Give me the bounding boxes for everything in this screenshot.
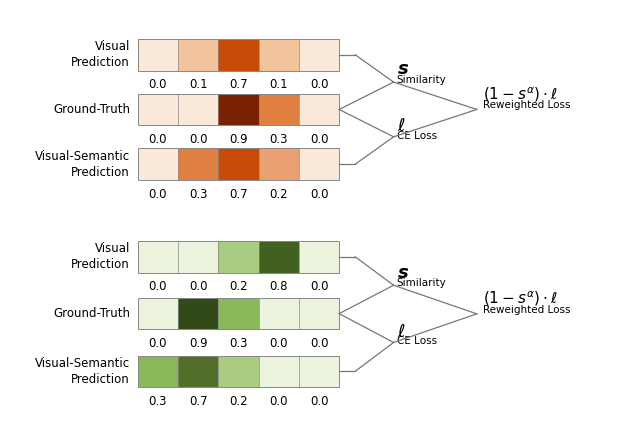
Bar (138, 241, 178, 273)
Text: Reweighted Loss: Reweighted Loss (483, 305, 571, 314)
Text: 0.7: 0.7 (229, 78, 248, 91)
Text: 0.0: 0.0 (269, 395, 288, 408)
Text: 0.3: 0.3 (269, 133, 288, 146)
Bar (178, 94, 218, 125)
Text: CE Loss: CE Loss (397, 336, 437, 346)
Text: Visual-Semantic
Prediction: Visual-Semantic Prediction (35, 150, 130, 179)
Text: 0.0: 0.0 (310, 188, 328, 200)
Bar (299, 241, 339, 273)
Text: 0.7: 0.7 (229, 188, 248, 200)
Text: $\boldsymbol{s}$: $\boldsymbol{s}$ (397, 61, 409, 78)
Bar (138, 39, 339, 70)
Bar (138, 298, 178, 329)
Text: 0.2: 0.2 (269, 188, 288, 200)
Bar (218, 241, 259, 273)
Bar (138, 39, 178, 70)
Text: $(1-s^{\alpha})\cdot\ell$: $(1-s^{\alpha})\cdot\ell$ (483, 290, 558, 309)
Bar (259, 355, 299, 387)
Bar (259, 298, 299, 329)
Text: $\ell$: $\ell$ (397, 323, 405, 341)
Text: 0.9: 0.9 (189, 337, 207, 350)
Bar (299, 94, 339, 125)
Text: 0.1: 0.1 (189, 78, 207, 91)
Text: 0.7: 0.7 (189, 395, 207, 408)
Text: Reweighted Loss: Reweighted Loss (483, 100, 571, 110)
Bar (259, 241, 299, 273)
Bar (138, 355, 178, 387)
Text: 0.0: 0.0 (310, 78, 328, 91)
Text: 0.0: 0.0 (310, 395, 328, 408)
Bar (138, 94, 178, 125)
Bar (299, 355, 339, 387)
Text: CE Loss: CE Loss (397, 131, 437, 141)
Text: 0.0: 0.0 (269, 337, 288, 350)
Text: 0.0: 0.0 (310, 337, 328, 350)
Text: 0.3: 0.3 (189, 188, 207, 200)
Bar (138, 241, 339, 273)
Text: 0.8: 0.8 (269, 280, 288, 293)
Text: Visual
Prediction: Visual Prediction (71, 40, 130, 69)
Bar (259, 94, 299, 125)
Bar (178, 39, 218, 70)
Text: 0.0: 0.0 (310, 280, 328, 293)
Bar (138, 149, 339, 180)
Bar (299, 149, 339, 180)
Bar (218, 94, 259, 125)
Text: 0.0: 0.0 (189, 133, 207, 146)
Bar (218, 355, 259, 387)
Text: Ground-Truth: Ground-Truth (53, 307, 130, 320)
Bar (299, 298, 339, 329)
Bar (299, 39, 339, 70)
Text: 0.0: 0.0 (148, 133, 167, 146)
Text: 0.0: 0.0 (148, 280, 167, 293)
Text: $(1-s^{\alpha})\cdot\ell$: $(1-s^{\alpha})\cdot\ell$ (483, 85, 558, 104)
Text: 0.0: 0.0 (148, 78, 167, 91)
Text: 0.0: 0.0 (148, 188, 167, 200)
Text: Ground-Truth: Ground-Truth (53, 103, 130, 116)
Bar (138, 94, 339, 125)
Text: 0.2: 0.2 (229, 280, 248, 293)
Text: 0.3: 0.3 (229, 337, 248, 350)
Bar (138, 355, 339, 387)
Bar (259, 149, 299, 180)
Bar (218, 39, 259, 70)
Text: 0.0: 0.0 (148, 337, 167, 350)
Text: $\boldsymbol{s}$: $\boldsymbol{s}$ (397, 264, 409, 282)
Text: 0.0: 0.0 (310, 133, 328, 146)
Text: 0.2: 0.2 (229, 395, 248, 408)
Bar (138, 149, 178, 180)
Text: Visual
Prediction: Visual Prediction (71, 242, 130, 271)
Bar (178, 355, 218, 387)
Text: Visual-Semantic
Prediction: Visual-Semantic Prediction (35, 357, 130, 386)
Text: $\ell$: $\ell$ (397, 117, 405, 135)
Text: Similarity: Similarity (397, 75, 447, 85)
Text: Similarity: Similarity (397, 278, 447, 288)
Bar (178, 241, 218, 273)
Text: 0.3: 0.3 (148, 395, 167, 408)
Bar (218, 298, 259, 329)
Bar (138, 298, 339, 329)
Bar (178, 298, 218, 329)
Bar (218, 149, 259, 180)
Text: 0.0: 0.0 (189, 280, 207, 293)
Text: 0.1: 0.1 (269, 78, 288, 91)
Bar (178, 149, 218, 180)
Bar (259, 39, 299, 70)
Text: 0.9: 0.9 (229, 133, 248, 146)
